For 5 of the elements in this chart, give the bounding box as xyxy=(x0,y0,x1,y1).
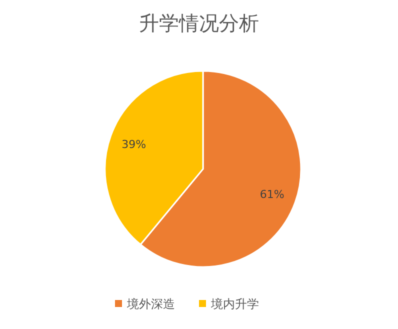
data-label: 61% xyxy=(260,188,284,201)
chart-title: 升学情况分析 xyxy=(139,11,259,35)
data-label: 39% xyxy=(122,138,146,152)
legend-label: 境外深造 xyxy=(126,297,175,311)
legend-label: 境内升学 xyxy=(210,297,259,311)
